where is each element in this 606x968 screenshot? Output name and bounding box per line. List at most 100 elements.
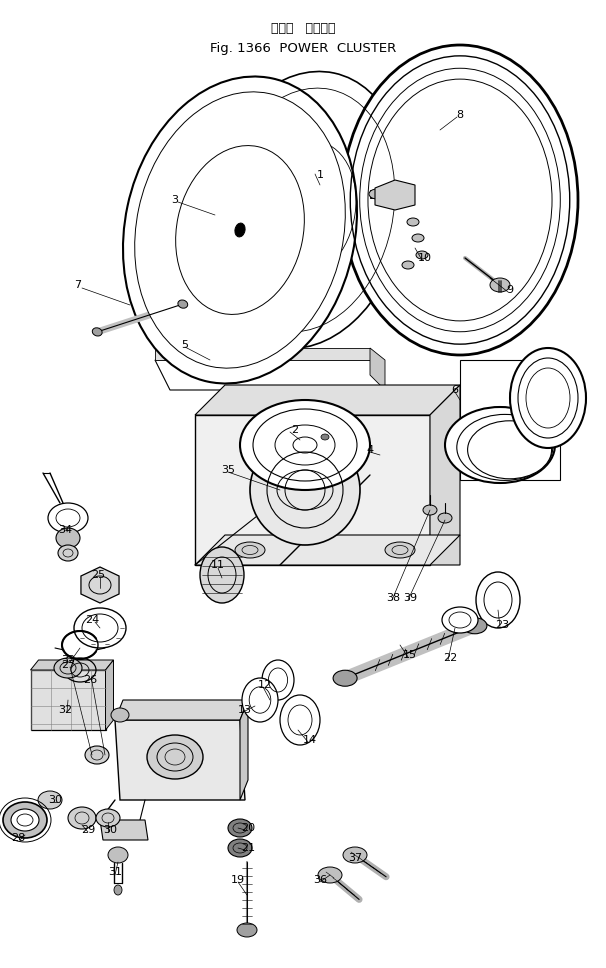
Text: 33: 33 — [61, 655, 75, 665]
Ellipse shape — [135, 92, 345, 368]
Ellipse shape — [85, 746, 109, 764]
Text: 20: 20 — [241, 823, 255, 833]
Text: 30: 30 — [48, 795, 62, 805]
Ellipse shape — [114, 885, 122, 895]
Text: 19: 19 — [231, 875, 245, 885]
Polygon shape — [105, 660, 113, 730]
Text: 26: 26 — [83, 675, 97, 685]
Text: 29: 29 — [81, 825, 95, 835]
Polygon shape — [195, 535, 460, 565]
Ellipse shape — [240, 400, 370, 490]
Ellipse shape — [58, 545, 78, 561]
Polygon shape — [115, 700, 248, 720]
Text: 36: 36 — [313, 875, 327, 885]
Text: 39: 39 — [403, 593, 417, 603]
Ellipse shape — [3, 802, 47, 838]
Text: 2: 2 — [291, 425, 299, 435]
Text: 9: 9 — [507, 285, 513, 295]
Text: 14: 14 — [303, 735, 317, 745]
Ellipse shape — [402, 261, 414, 269]
Ellipse shape — [445, 407, 555, 483]
Text: 13: 13 — [238, 705, 252, 715]
Polygon shape — [100, 820, 148, 840]
Ellipse shape — [342, 45, 578, 355]
Polygon shape — [115, 720, 245, 800]
Polygon shape — [195, 415, 430, 565]
Text: 3: 3 — [171, 195, 179, 205]
Ellipse shape — [510, 348, 586, 448]
Ellipse shape — [478, 427, 550, 477]
Polygon shape — [430, 385, 460, 565]
Text: 15: 15 — [403, 650, 417, 660]
Ellipse shape — [438, 513, 452, 523]
Ellipse shape — [250, 435, 360, 545]
Ellipse shape — [407, 218, 419, 226]
Ellipse shape — [228, 819, 252, 837]
Text: 24: 24 — [85, 615, 99, 625]
Ellipse shape — [56, 509, 80, 527]
Ellipse shape — [369, 189, 385, 199]
Ellipse shape — [48, 503, 88, 533]
Ellipse shape — [147, 735, 203, 779]
Text: 12: 12 — [258, 680, 272, 690]
Ellipse shape — [200, 547, 244, 603]
Text: 27: 27 — [61, 660, 75, 670]
Ellipse shape — [343, 847, 367, 863]
Polygon shape — [460, 360, 560, 480]
Ellipse shape — [490, 278, 510, 292]
Polygon shape — [30, 660, 113, 670]
Ellipse shape — [68, 807, 96, 829]
Ellipse shape — [416, 251, 428, 259]
Ellipse shape — [178, 300, 188, 308]
Polygon shape — [240, 700, 248, 800]
Polygon shape — [370, 190, 385, 198]
Ellipse shape — [56, 528, 80, 548]
Text: 8: 8 — [456, 110, 464, 120]
Ellipse shape — [457, 414, 553, 480]
Text: 23: 23 — [495, 620, 509, 630]
Ellipse shape — [228, 839, 252, 857]
Ellipse shape — [423, 505, 437, 515]
Ellipse shape — [468, 421, 551, 479]
Text: 10: 10 — [418, 253, 432, 263]
Ellipse shape — [92, 328, 102, 336]
Text: 11: 11 — [211, 560, 225, 570]
Text: 28: 28 — [11, 833, 25, 843]
Ellipse shape — [280, 695, 320, 745]
Polygon shape — [155, 348, 370, 360]
Ellipse shape — [442, 607, 478, 633]
Polygon shape — [195, 385, 460, 415]
Text: 1: 1 — [316, 170, 324, 180]
Ellipse shape — [54, 658, 82, 678]
Ellipse shape — [38, 791, 62, 809]
Ellipse shape — [242, 678, 278, 722]
Polygon shape — [375, 180, 415, 210]
Polygon shape — [81, 567, 119, 603]
Ellipse shape — [203, 72, 407, 348]
Ellipse shape — [321, 434, 329, 440]
Ellipse shape — [237, 923, 257, 937]
Text: 34: 34 — [58, 525, 72, 535]
Ellipse shape — [235, 542, 265, 558]
Text: 30: 30 — [103, 825, 117, 835]
Text: 37: 37 — [348, 853, 362, 863]
Polygon shape — [30, 670, 105, 730]
Polygon shape — [155, 360, 385, 390]
Ellipse shape — [489, 434, 549, 475]
Ellipse shape — [235, 223, 245, 237]
Ellipse shape — [412, 234, 424, 242]
Text: 31: 31 — [108, 867, 122, 877]
Text: 35: 35 — [221, 465, 235, 475]
Text: 21: 21 — [241, 843, 255, 853]
Text: パワー   クラスタ: パワー クラスタ — [271, 22, 335, 35]
Text: 22: 22 — [443, 653, 457, 663]
Ellipse shape — [123, 76, 357, 383]
Text: 5: 5 — [182, 340, 188, 350]
Ellipse shape — [318, 867, 342, 883]
Ellipse shape — [96, 809, 120, 827]
Text: 6: 6 — [451, 385, 459, 395]
Ellipse shape — [11, 809, 39, 831]
Text: 7: 7 — [75, 280, 82, 290]
Text: 32: 32 — [58, 705, 72, 715]
Ellipse shape — [385, 542, 415, 558]
